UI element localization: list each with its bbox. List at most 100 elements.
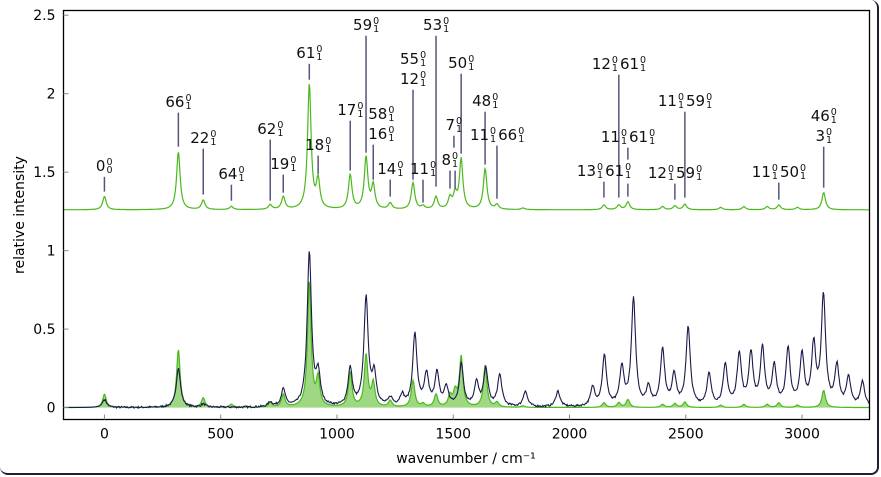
- x-tick-label: 500: [207, 427, 234, 443]
- plot-frame: [62, 9, 871, 421]
- mode-number: 17: [337, 100, 357, 119]
- y-axis-label: relative intensity: [12, 156, 28, 274]
- mode-number: 59: [353, 15, 373, 34]
- mode-number: 48: [472, 91, 492, 110]
- mode-number: 62: [257, 119, 277, 138]
- mode-number: 61: [619, 54, 640, 73]
- label-line: 46 0 1: [810, 106, 838, 126]
- mode-number: 11: [600, 127, 620, 146]
- peak-assignment-label: 46 0 1 3 0 1: [810, 106, 838, 146]
- label-line: 11 0 1 66 0 1: [469, 125, 525, 145]
- mode-number: 66: [498, 125, 518, 144]
- mode-term: 16 0 1: [368, 124, 394, 144]
- label-line: 11 0 1 59 0 1: [657, 91, 713, 111]
- mode-number: 0: [95, 156, 106, 175]
- mode-number: 58: [368, 104, 388, 123]
- label-line: 19 0 1: [269, 154, 297, 174]
- mode-term: 66 0 1: [498, 125, 524, 145]
- peak-assignment-label: 62 0 1: [256, 119, 284, 139]
- mode-term: 11 0 1: [470, 125, 496, 145]
- mode-term: 53 0 1: [423, 15, 449, 35]
- mode-term: 50 0 1: [780, 162, 806, 182]
- peak-assignment-label: 14 0 1: [376, 159, 404, 179]
- mode-term: 61 0 1: [620, 54, 646, 74]
- mode-term: 11 0 1: [601, 127, 627, 147]
- mode-number: 22: [190, 128, 210, 147]
- peak-assignment-label: 55 0 1 12 0 1: [399, 49, 427, 89]
- mode-term: 12 0 1: [648, 163, 674, 183]
- peak-assignment-label: 58 0 1 16 0 1: [367, 104, 395, 144]
- mode-term: 46 0 1: [811, 106, 837, 126]
- peak-assignment-label: 61 0 1: [295, 43, 323, 63]
- label-line: 53 0 1: [422, 15, 450, 35]
- label-line: 48 0 1: [471, 91, 499, 111]
- mode-number: 11: [410, 159, 430, 178]
- mode-number: 61: [605, 161, 625, 180]
- mode-term: 61 0 1: [629, 127, 655, 147]
- peak-assignment-label: 17 0 1: [336, 100, 364, 120]
- mode-number: 16: [368, 124, 388, 143]
- mode-term: 59 0 1: [686, 91, 712, 111]
- label-line: 59 0 1: [352, 15, 380, 35]
- mode-number: 64: [218, 164, 238, 183]
- mode-number: 12: [400, 69, 420, 88]
- y-tick-label: 2: [47, 87, 56, 103]
- label-line: 17 0 1: [336, 100, 364, 120]
- peak-assignment-label: 64 0 1: [217, 164, 245, 184]
- mode-number: 59: [676, 163, 696, 182]
- x-tick-label: 1000: [319, 427, 355, 443]
- simulated-spectrum-fill: [63, 281, 870, 408]
- mode-number: 8: [441, 150, 452, 169]
- label-line: 11 0 1 50 0 1: [751, 162, 807, 182]
- label-line: 66 0 1: [164, 92, 192, 112]
- mode-number: 11: [751, 162, 771, 181]
- mode-number: 11: [469, 125, 490, 144]
- peak-assignment-label: 11 0 1 66 0 1: [469, 125, 525, 145]
- mode-term: 66 0 1: [165, 92, 191, 112]
- experimental-spectrum-line: [63, 251, 870, 410]
- mode-number: 46: [810, 106, 830, 125]
- mode-number: 19: [270, 154, 290, 173]
- peak-assignment-label: 11 0 1 61 0 1: [600, 127, 656, 147]
- mode-number: 3: [815, 126, 825, 145]
- simulated-spectrum-offset-line: [63, 83, 870, 211]
- mode-term: 11 0 1: [752, 162, 778, 182]
- x-tick-label: 1500: [435, 427, 471, 443]
- label-line: 13 0 1 61 0 1: [576, 161, 632, 181]
- simulated-spectrum-line: [63, 281, 870, 409]
- mode-number: 50: [448, 53, 468, 72]
- peak-assignment-label: 66 0 1: [164, 92, 192, 112]
- peak-assignment-label: 11 0 1 50 0 1: [751, 162, 807, 182]
- peak-assignment-label: 59 0 1: [352, 15, 380, 35]
- mode-term: 12 0 1: [400, 69, 426, 89]
